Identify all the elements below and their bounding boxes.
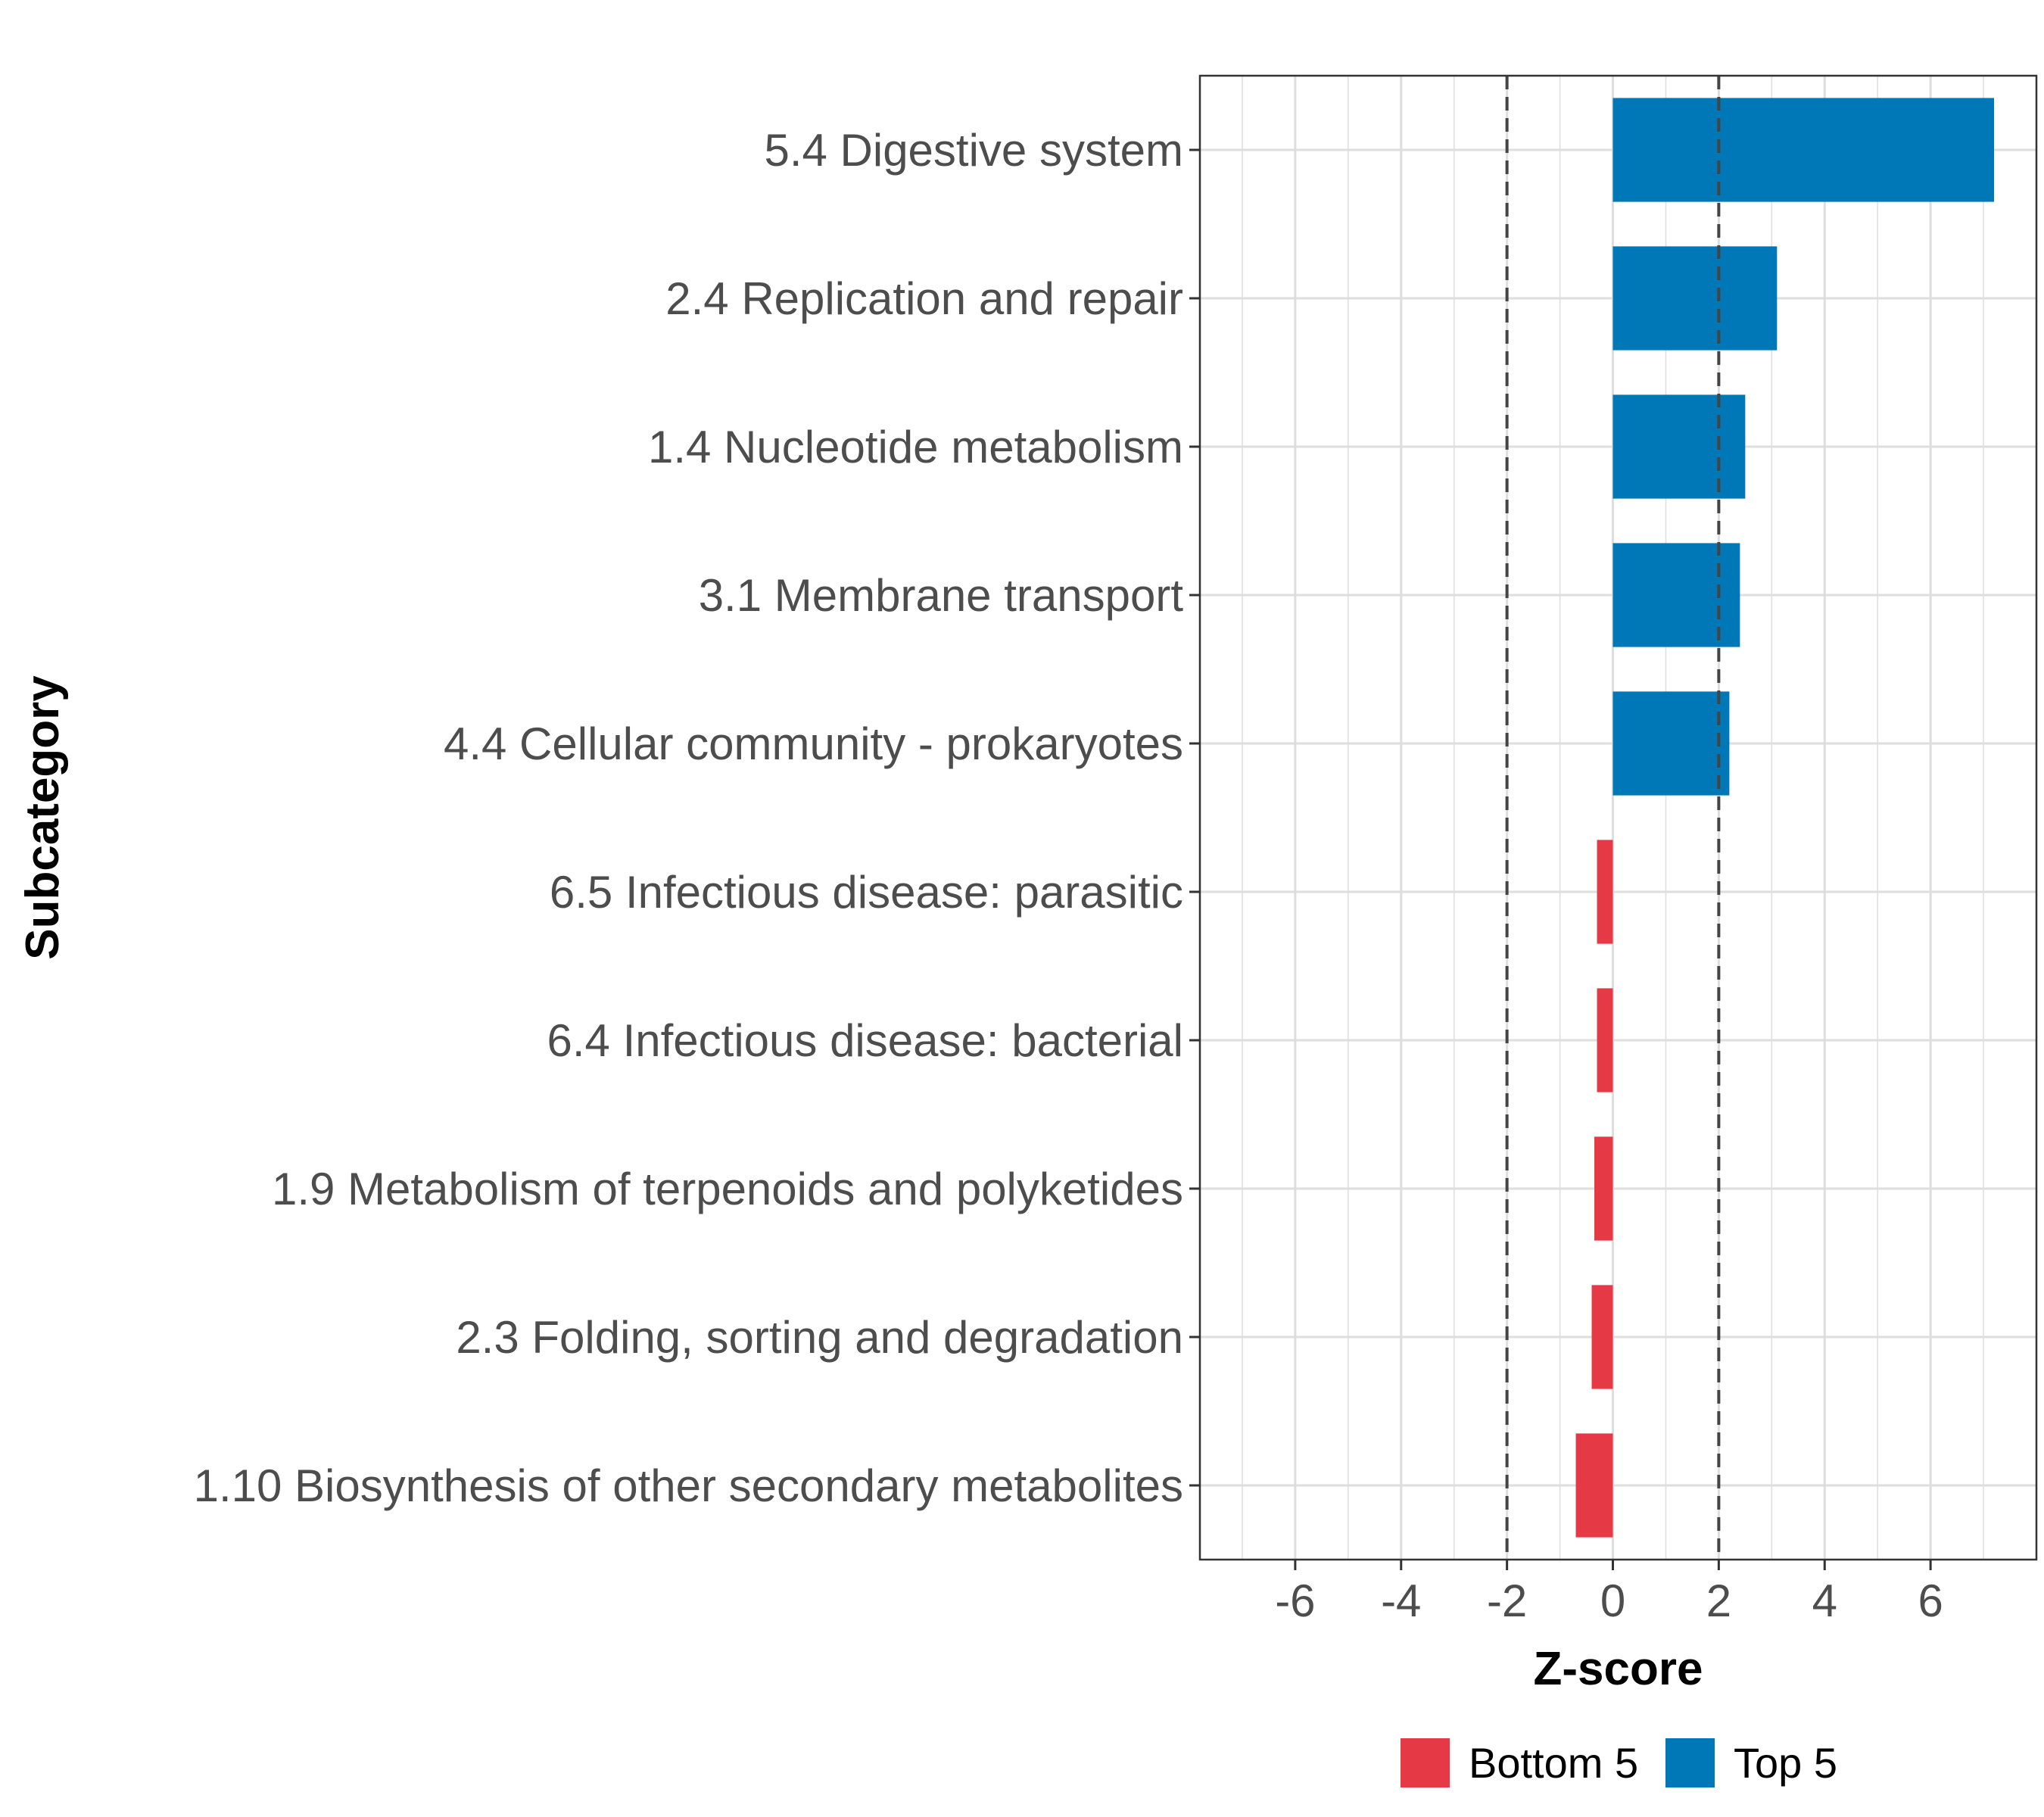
y-tick-label: 1.9 Metabolism of terpenoids and polyket…: [272, 1164, 1183, 1214]
y-tick-label: 5.4 Digestive system: [764, 125, 1183, 176]
y-tick-label: 2.3 Folding, sorting and degradation: [456, 1312, 1183, 1363]
y-tick-label: 2.4 Replication and repair: [665, 273, 1183, 324]
bar-9: [1591, 1285, 1613, 1389]
bar-3: [1612, 394, 1746, 499]
bar-6: [1597, 840, 1613, 944]
y-tick-label: 1.4 Nucleotide metabolism: [648, 422, 1183, 472]
x-tick-label: 2: [1706, 1575, 1731, 1626]
y-axis: 5.4 Digestive system 2.4 Replication and …: [194, 125, 1200, 1511]
bar-7: [1597, 988, 1613, 1092]
x-axis-title: Z-score: [1534, 1643, 1703, 1695]
legend-label-2: Top 5: [1734, 1739, 1837, 1787]
bar-5: [1612, 691, 1730, 796]
bar-4: [1612, 543, 1740, 647]
panel-border: [1198, 74, 2038, 1561]
x-tick-label: 4: [1812, 1575, 1837, 1626]
bar-1: [1612, 98, 1995, 202]
reference-lines: [1505, 76, 1721, 1560]
bar-8: [1594, 1136, 1613, 1241]
x-tick-label: 6: [1918, 1575, 1943, 1626]
legend-label-1: Bottom 5: [1469, 1739, 1638, 1787]
y-tick-label: 3.1 Membrane transport: [699, 570, 1184, 621]
y-tick-label: 1.10 Biosynthesis of other secondary met…: [194, 1460, 1183, 1511]
y-tick-label: 6.5 Infectious disease: parasitic: [550, 867, 1183, 918]
y-tick-label: 4.4 Cellular community - prokaryotes: [444, 718, 1183, 769]
x-tick-label: 0: [1600, 1575, 1625, 1626]
x-tick-label: -6: [1275, 1575, 1315, 1626]
y-axis-title: Subcategory: [17, 675, 69, 960]
x-tick-label: -4: [1381, 1575, 1421, 1626]
legend-swatch-1: [1401, 1738, 1450, 1787]
bar-10: [1575, 1433, 1613, 1538]
bars: [1575, 98, 1995, 1538]
y-tick-label: 6.4 Infectious disease: bacterial: [547, 1015, 1184, 1066]
x-tick-label: -2: [1487, 1575, 1527, 1626]
bar-2: [1612, 246, 1778, 351]
legend-swatch-2: [1665, 1738, 1715, 1787]
x-axis: -6 -4 -2 0 2 4 6: [1275, 1560, 1943, 1626]
legend: Bottom 5 Top 5: [1401, 1738, 1837, 1787]
